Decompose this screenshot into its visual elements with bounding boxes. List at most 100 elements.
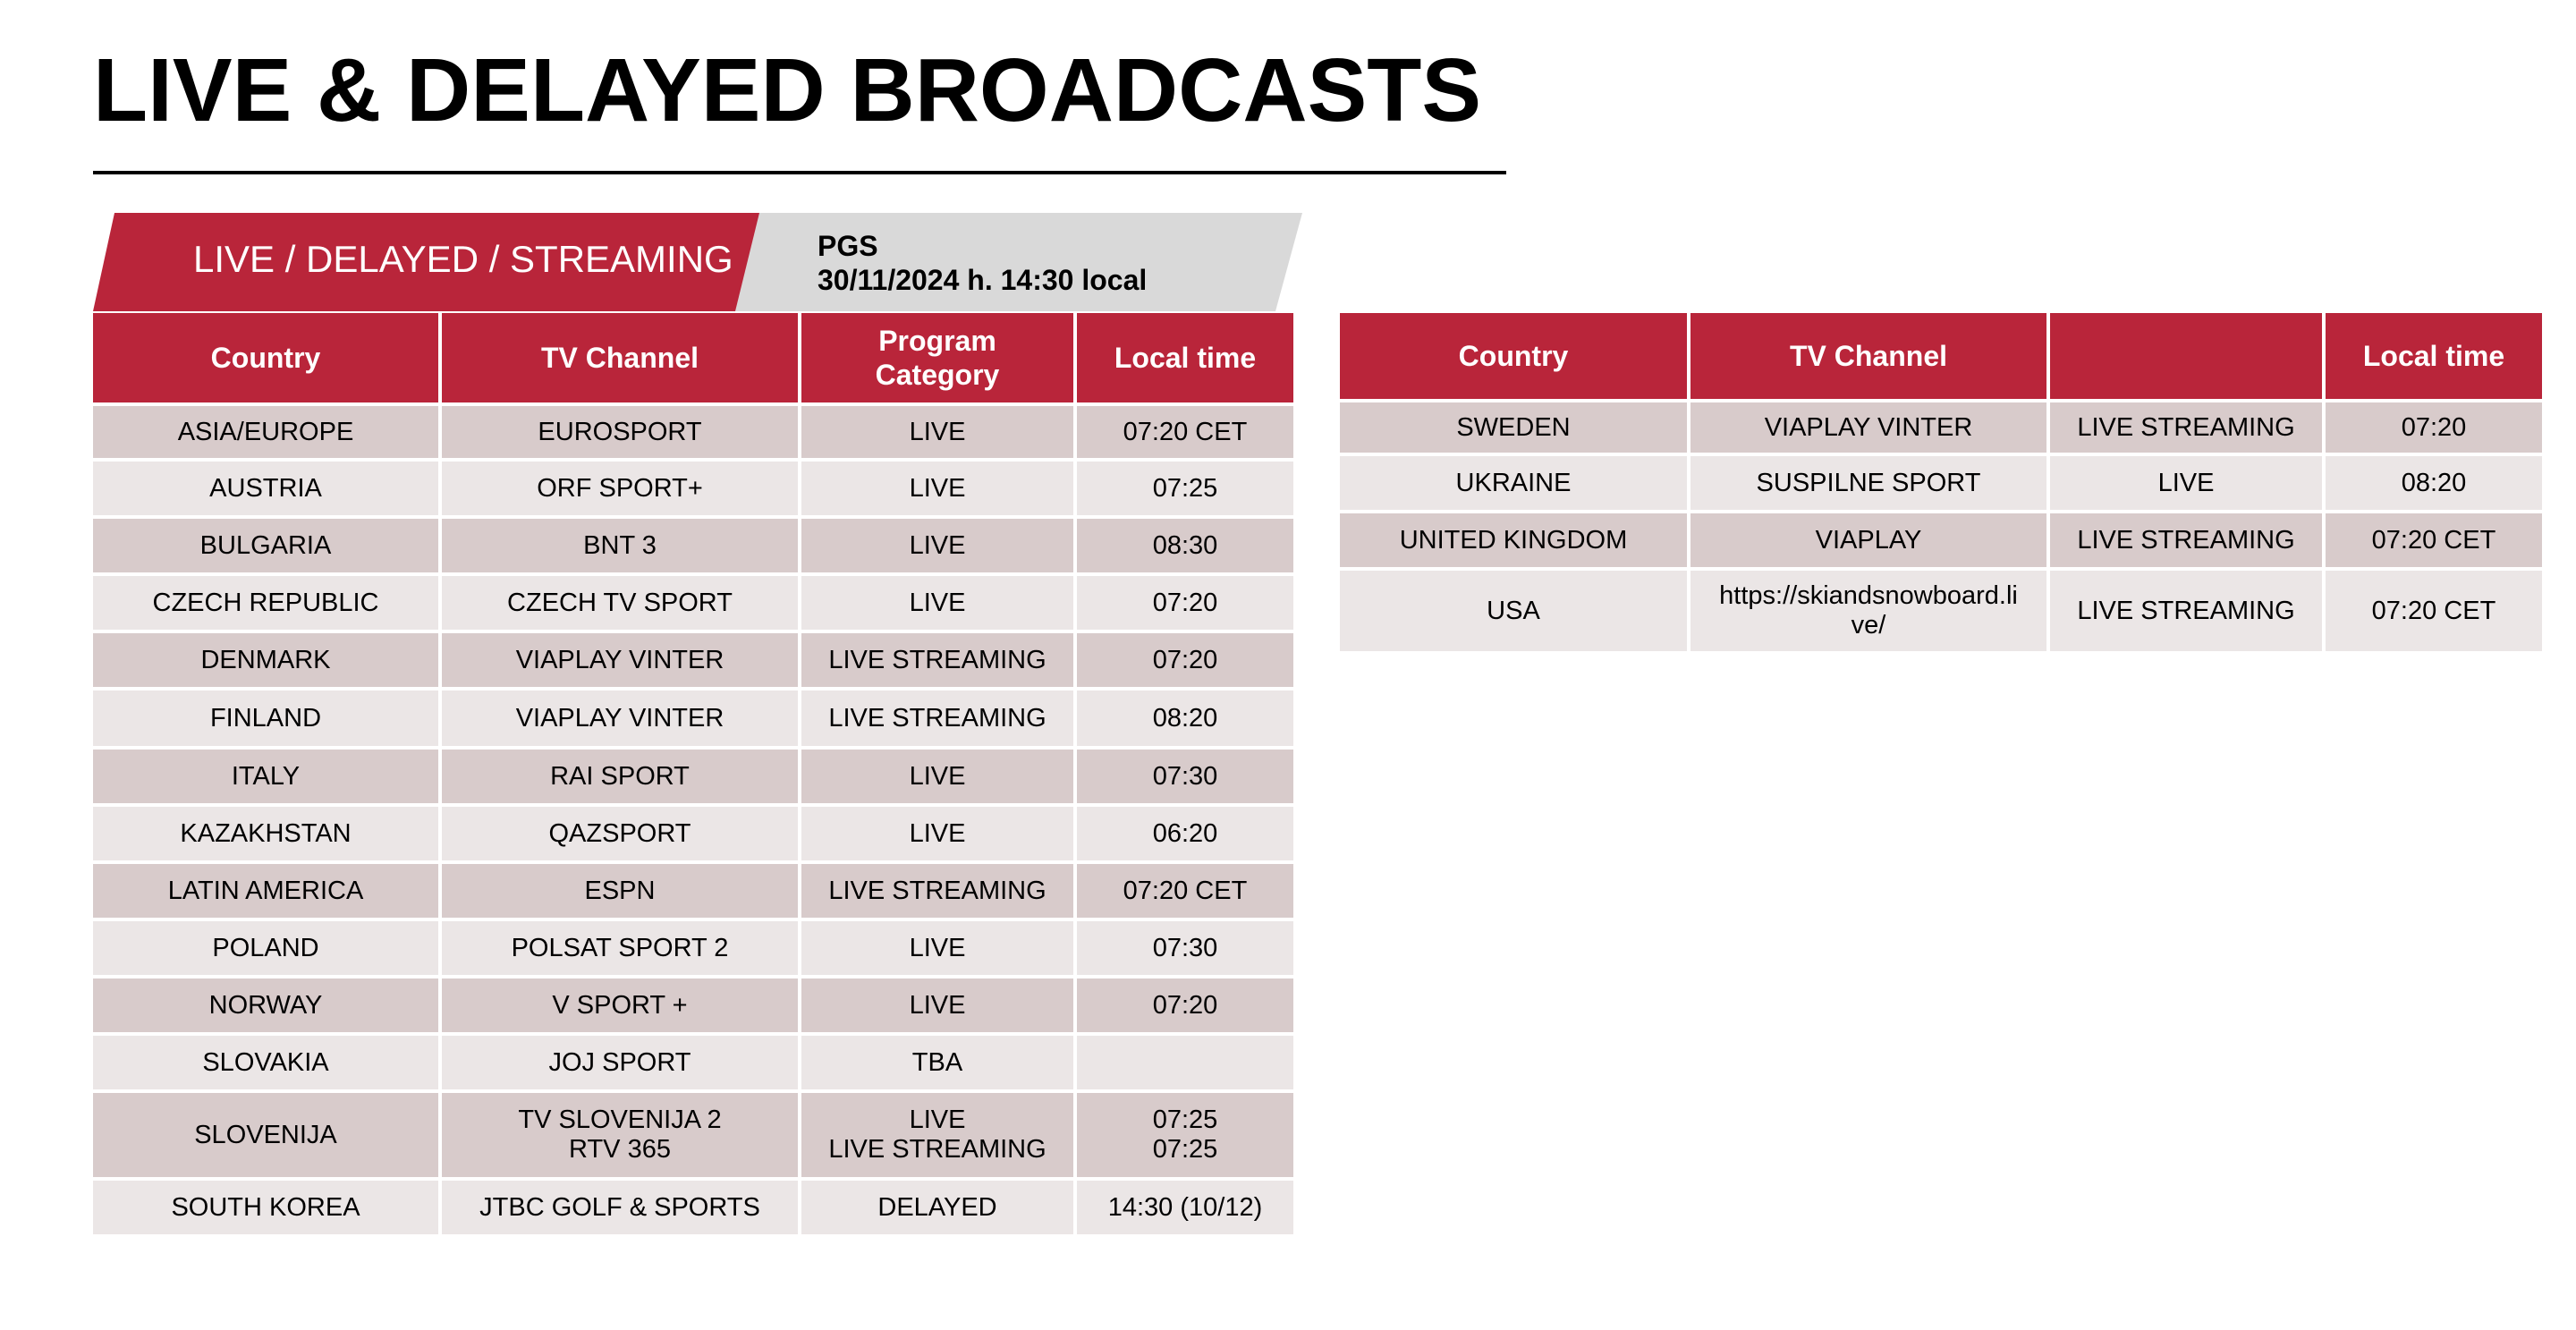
- table-row: CZECH REPUBLIC CZECH TV SPORT LIVE 07:20: [93, 576, 1293, 630]
- table-row: BULGARIA BNT 3 LIVE 08:30: [93, 519, 1293, 572]
- cell-program-category: LIVE STREAMING: [801, 864, 1073, 918]
- cell-local-time: 08:20: [1077, 690, 1293, 746]
- table-row: FINLAND VIAPLAY VINTER LIVE STREAMING 08:20: [93, 690, 1293, 746]
- table-row: AUSTRIA ORF SPORT+ LIVE 07:25: [93, 462, 1293, 515]
- cell-tv-channel: VIAPLAY VINTER: [442, 633, 798, 687]
- cell-local-time: 07:20: [1077, 576, 1293, 630]
- cell-program-category: LIVE: [2050, 456, 2322, 510]
- table-row: SLOVENIJA TV SLOVENIJA 2 RTV 365 LIVE LIVE S…: [93, 1093, 1293, 1177]
- cell-tv-channel: CZECH TV SPORT: [442, 576, 798, 630]
- broadcast-table-right: Country TV Channel Local time SWEDEN VIAPLAY…: [1336, 309, 2546, 655]
- cell-local-time: 08:30: [1077, 519, 1293, 572]
- broadcast-table-left: Country TV Channel Program Category Local ti…: [89, 309, 1297, 1238]
- pgs-title: PGS: [818, 230, 878, 262]
- table-row: DENMARK VIAPLAY VINTER LIVE STREAMING 07:20: [93, 633, 1293, 687]
- header-country: Country: [93, 313, 438, 402]
- table-row: KAZAKHSTAN QAZSPORT LIVE 06:20: [93, 807, 1293, 860]
- cell-local-time: 07:20 CET: [1077, 864, 1293, 918]
- cell-country: SLOVAKIA: [93, 1036, 438, 1089]
- cell-program-category: TBA: [801, 1036, 1073, 1089]
- cell-country: UKRAINE: [1340, 456, 1687, 510]
- header-tv-channel: TV Channel: [1690, 313, 2046, 399]
- cell-country: UNITED KINGDOM: [1340, 513, 1687, 567]
- cell-program-category: LIVE: [801, 462, 1073, 515]
- cell-tv-channel: POLSAT SPORT 2: [442, 921, 798, 975]
- cell-tv-channel: ESPN: [442, 864, 798, 918]
- table-row: SLOVAKIA JOJ SPORT TBA: [93, 1036, 1293, 1089]
- header-local-time: Local time: [1077, 313, 1293, 402]
- cell-country: DENMARK: [93, 633, 438, 687]
- banner-red-panel: [93, 213, 759, 311]
- cell-local-time: 07:20: [1077, 978, 1293, 1032]
- cell-program-category: LIVE STREAMING: [2050, 571, 2322, 651]
- table-row: ASIA/EUROPE EUROSPORT LIVE 07:20 CET: [93, 406, 1293, 458]
- banner-gray-panel: [735, 213, 1302, 311]
- table-row: SWEDEN VIAPLAY VINTER LIVE STREAMING 07:20: [1340, 402, 2542, 453]
- cell-local-time: 07:20 CET: [2326, 571, 2542, 651]
- cell-country: AUSTRIA: [93, 462, 438, 515]
- cell-program-category: LIVE STREAMING: [2050, 513, 2322, 567]
- cell-program-category: LIVE: [801, 807, 1073, 860]
- cell-tv-channel: VIAPLAY VINTER: [442, 690, 798, 746]
- header-row: Country TV Channel Program Category Local ti…: [93, 313, 1293, 402]
- cell-country: USA: [1340, 571, 1687, 651]
- cell-tv-channel: VIAPLAY VINTER: [1690, 402, 2046, 453]
- table-row: NORWAY V SPORT + LIVE 07:20: [93, 978, 1293, 1032]
- cell-tv-channel: SUSPILNE SPORT: [1690, 456, 2046, 510]
- cell-program-category: LIVE: [801, 519, 1073, 572]
- table-row: ITALY RAI SPORT LIVE 07:30: [93, 750, 1293, 803]
- cell-tv-channel: JTBC GOLF & SPORTS: [442, 1181, 798, 1234]
- table-row: USA https://skiandsnowboard.li ve/LIVE STR…: [1340, 571, 2542, 651]
- cell-program-category: LIVE STREAMING: [801, 690, 1073, 746]
- cell-country: KAZAKHSTAN: [93, 807, 438, 860]
- cell-local-time: 07:25: [1077, 462, 1293, 515]
- cell-tv-channel: RAI SPORT: [442, 750, 798, 803]
- title-divider: [93, 171, 1506, 174]
- cell-local-time: 08:20: [2326, 456, 2542, 510]
- cell-country: SWEDEN: [1340, 402, 1687, 453]
- cell-country: FINLAND: [93, 690, 438, 746]
- cell-local-time: 06:20: [1077, 807, 1293, 860]
- cell-program-category: LIVE: [801, 978, 1073, 1032]
- cell-local-time: [1077, 1036, 1293, 1089]
- pgs-date: 30/11/2024 h. 14:30 local: [818, 264, 1148, 296]
- table-row: LATIN AMERICA ESPN LIVE STREAMING 07:20 CET: [93, 864, 1293, 918]
- cell-tv-channel: ORF SPORT+: [442, 462, 798, 515]
- page-title: LIVE & DELAYED BROADCASTS: [93, 40, 1482, 140]
- table-row: UKRAINE SUSPILNE SPORT LIVE 08:20: [1340, 456, 2542, 510]
- cell-program-category: LIVE STREAMING: [2050, 402, 2322, 453]
- table-row: UNITED KINGDOM VIAPLAY LIVE STREAMING 07:20…: [1340, 513, 2542, 567]
- cell-country: NORWAY: [93, 978, 438, 1032]
- broadcast-banner: LIVE / DELAYED / STREAMING PGS 30/11/202…: [93, 213, 1302, 311]
- header-tv-channel: TV Channel: [442, 313, 798, 402]
- cell-country: CZECH REPUBLIC: [93, 576, 438, 630]
- table-row: SOUTH KOREA JTBC GOLF & SPORTS DELAYED 14:3…: [93, 1181, 1293, 1234]
- cell-country: SOUTH KOREA: [93, 1181, 438, 1234]
- cell-country: LATIN AMERICA: [93, 864, 438, 918]
- cell-program-category: LIVE STREAMING: [801, 633, 1073, 687]
- cell-country: ASIA/EUROPE: [93, 406, 438, 458]
- header-program-category: [2050, 313, 2322, 399]
- header-country: Country: [1340, 313, 1687, 399]
- cell-local-time: 07:30: [1077, 750, 1293, 803]
- cell-tv-channel: TV SLOVENIJA 2 RTV 365: [442, 1093, 798, 1177]
- cell-local-time: 14:30 (10/12): [1077, 1181, 1293, 1234]
- cell-tv-channel: EUROSPORT: [442, 406, 798, 458]
- cell-program-category: LIVE LIVE STREAMING: [801, 1093, 1073, 1177]
- cell-local-time: 07:25 07:25: [1077, 1093, 1293, 1177]
- banner-label: LIVE / DELAYED / STREAMING: [193, 238, 733, 280]
- cell-local-time: 07:20: [1077, 633, 1293, 687]
- cell-local-time: 07:20: [2326, 402, 2542, 453]
- cell-tv-channel: QAZSPORT: [442, 807, 798, 860]
- cell-local-time: 07:20 CET: [2326, 513, 2542, 567]
- pgs-info: PGS 30/11/2024 h. 14:30 local: [818, 229, 1147, 297]
- cell-country: POLAND: [93, 921, 438, 975]
- banner-shape: [93, 213, 1302, 311]
- cell-local-time: 07:30: [1077, 921, 1293, 975]
- header-row: Country TV Channel Local time: [1340, 313, 2542, 399]
- cell-country: BULGARIA: [93, 519, 438, 572]
- cell-local-time: 07:20 CET: [1077, 406, 1293, 458]
- cell-country: ITALY: [93, 750, 438, 803]
- header-program-category: Program Category: [801, 313, 1073, 402]
- table-row: POLAND POLSAT SPORT 2 LIVE 07:30: [93, 921, 1293, 975]
